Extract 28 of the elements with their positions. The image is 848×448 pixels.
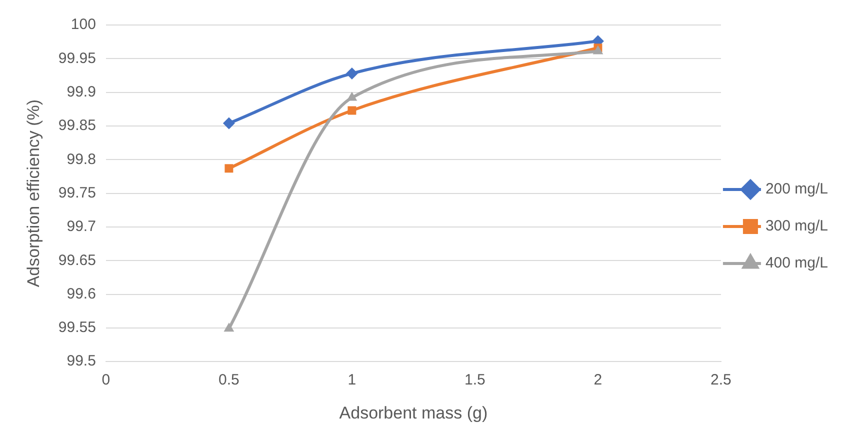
- x-axis-title: Adsorbent mass (g): [339, 403, 488, 422]
- point: [346, 92, 358, 101]
- x-tick-label: 2.5: [710, 372, 732, 389]
- y-axis-title: Adsorption efficiency (%): [24, 99, 43, 288]
- x-tick-label: 0.5: [218, 372, 240, 389]
- y-tick-label: 99.6: [66, 285, 96, 302]
- x-tick-label: 2: [594, 372, 602, 389]
- legend-label: 300 mg/L: [765, 218, 828, 235]
- y-tick-label: 99.7: [66, 218, 96, 236]
- y-tick-label: 99.95: [58, 50, 96, 67]
- legend-label: 200 mg/L: [765, 180, 828, 198]
- y-tick-label: 99.9: [66, 83, 96, 100]
- legend-label: 400 mg/L: [765, 254, 828, 272]
- x-tick-label: 1.5: [464, 372, 486, 389]
- x-tick-label: 0: [102, 372, 110, 389]
- y-tick-label: 99.55: [58, 319, 96, 336]
- y-tick-label: 99.8: [66, 150, 96, 168]
- y-tick-label: 99.5: [66, 352, 96, 370]
- point: [224, 164, 234, 173]
- y-tick-label: 99.75: [58, 184, 96, 202]
- point: [348, 106, 356, 115]
- x-tick-label: 1: [348, 372, 356, 389]
- y-tick-label: 99.65: [58, 252, 96, 269]
- y-tick-label: 99.85: [58, 117, 96, 134]
- point: [224, 322, 234, 332]
- y-tick-label: 100: [70, 16, 96, 34]
- point: [346, 67, 358, 80]
- point: [222, 117, 235, 130]
